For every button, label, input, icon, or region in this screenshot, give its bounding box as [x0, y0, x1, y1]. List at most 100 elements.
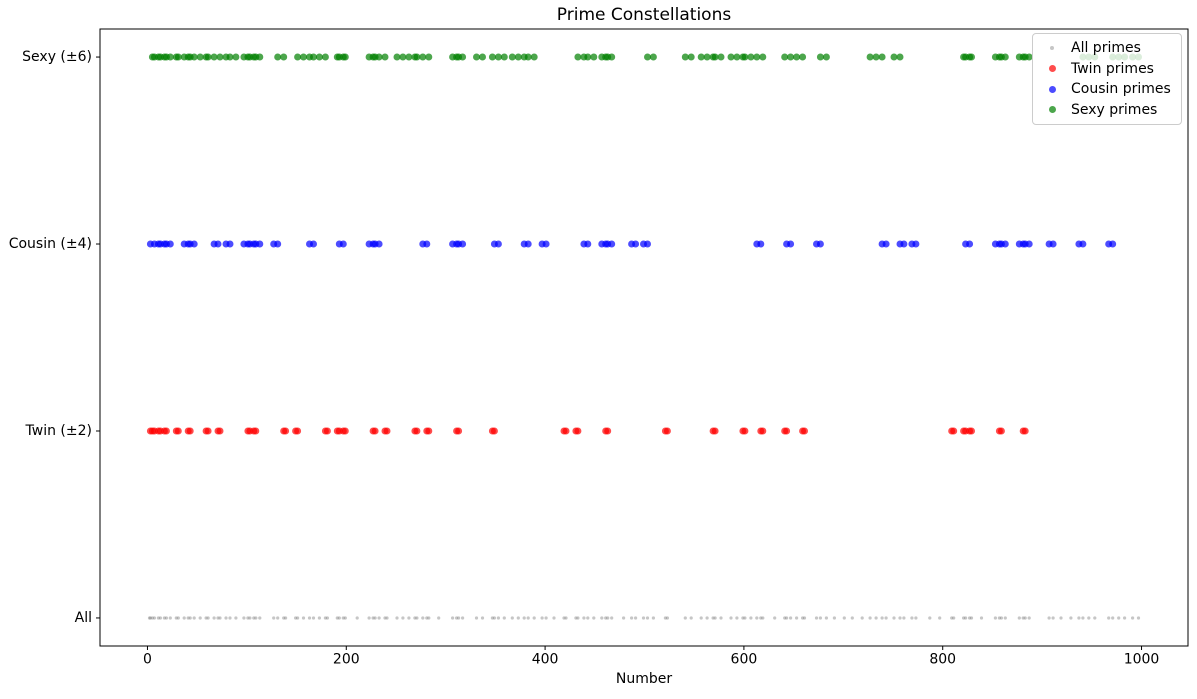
data-point [451, 616, 455, 620]
data-point [729, 616, 733, 620]
data-point [1107, 616, 1111, 620]
data-point [502, 616, 506, 620]
data-point [759, 616, 763, 620]
all-primes-marker-icon [1041, 46, 1063, 51]
data-point [152, 616, 156, 620]
data-point [375, 240, 383, 248]
legend-label-cousin-primes: Cousin primes [1071, 81, 1171, 98]
data-point [711, 53, 719, 61]
data-point [938, 616, 942, 620]
data-point [814, 616, 819, 620]
data-point [1111, 616, 1115, 620]
data-point [600, 616, 604, 620]
data-point [584, 53, 592, 61]
data-point [1003, 616, 1007, 620]
data-point [1021, 427, 1029, 435]
data-point [248, 616, 252, 620]
legend-item-twin-primes: Twin primes [1041, 59, 1173, 80]
data-point [542, 240, 550, 248]
data-point [576, 616, 580, 620]
data-point [405, 53, 413, 61]
data-point [371, 616, 375, 620]
twin-primes-series [146, 427, 1029, 435]
data-point [294, 616, 298, 620]
data-point [1017, 616, 1021, 620]
data-point [604, 616, 608, 620]
data-point [816, 240, 824, 248]
data-point [182, 616, 186, 620]
data-point [697, 53, 705, 61]
data-point [216, 616, 220, 620]
data-point [1025, 240, 1033, 248]
data-point [687, 53, 695, 61]
data-point [651, 616, 656, 620]
data-point [997, 616, 1002, 620]
data-point [150, 616, 154, 620]
data-point [582, 616, 586, 620]
data-point [162, 616, 166, 620]
all-primes-series [147, 616, 1141, 620]
data-point [860, 616, 864, 620]
data-point [423, 240, 431, 248]
data-point [166, 240, 174, 248]
x-tick-label: 200 [333, 652, 360, 668]
data-point [216, 427, 224, 435]
data-point [301, 616, 306, 620]
data-point [910, 616, 914, 620]
data-point [641, 616, 646, 620]
data-point [1021, 616, 1025, 620]
data-point [214, 240, 222, 248]
data-point [1079, 240, 1087, 248]
data-point [413, 427, 421, 435]
data-point [473, 53, 480, 61]
data-point [868, 616, 872, 620]
data-point [276, 616, 280, 620]
data-point [866, 53, 874, 61]
data-point [226, 53, 234, 61]
data-point [176, 616, 180, 620]
data-point [162, 427, 170, 435]
data-point [335, 616, 339, 620]
data-point [1093, 616, 1097, 620]
data-point [224, 616, 228, 620]
legend-item-all-primes: All primes [1041, 38, 1173, 59]
data-point [421, 616, 425, 620]
data-point [490, 427, 498, 435]
data-point [649, 53, 657, 61]
data-point [204, 53, 212, 61]
data-point [741, 427, 749, 435]
data-point [608, 240, 616, 248]
data-point [204, 616, 208, 620]
data-point [282, 616, 286, 620]
data-point [216, 53, 224, 61]
data-point [457, 616, 461, 620]
data-point [341, 616, 345, 620]
data-point [592, 616, 596, 620]
data-point [459, 240, 467, 248]
data-point [755, 616, 759, 620]
x-tick-label: 600 [731, 652, 758, 668]
data-point [210, 53, 218, 61]
data-point [300, 53, 307, 61]
data-point [427, 616, 431, 620]
data-point [787, 53, 795, 61]
data-point [902, 616, 906, 620]
data-point [644, 240, 651, 248]
y-tick-label: Cousin (±4) [9, 236, 92, 252]
data-point [164, 616, 168, 620]
data-point [968, 427, 975, 435]
data-point [880, 616, 884, 620]
data-point [717, 53, 725, 61]
data-point [540, 616, 544, 620]
data-point [204, 427, 212, 435]
data-point [272, 616, 276, 620]
data-point [530, 53, 538, 61]
data-point [574, 427, 582, 435]
data-point [256, 240, 264, 248]
data-point [341, 53, 349, 61]
data-point [950, 427, 958, 435]
data-point [914, 616, 918, 620]
data-point [474, 616, 479, 620]
data-point [252, 427, 260, 435]
data-point [999, 616, 1004, 620]
